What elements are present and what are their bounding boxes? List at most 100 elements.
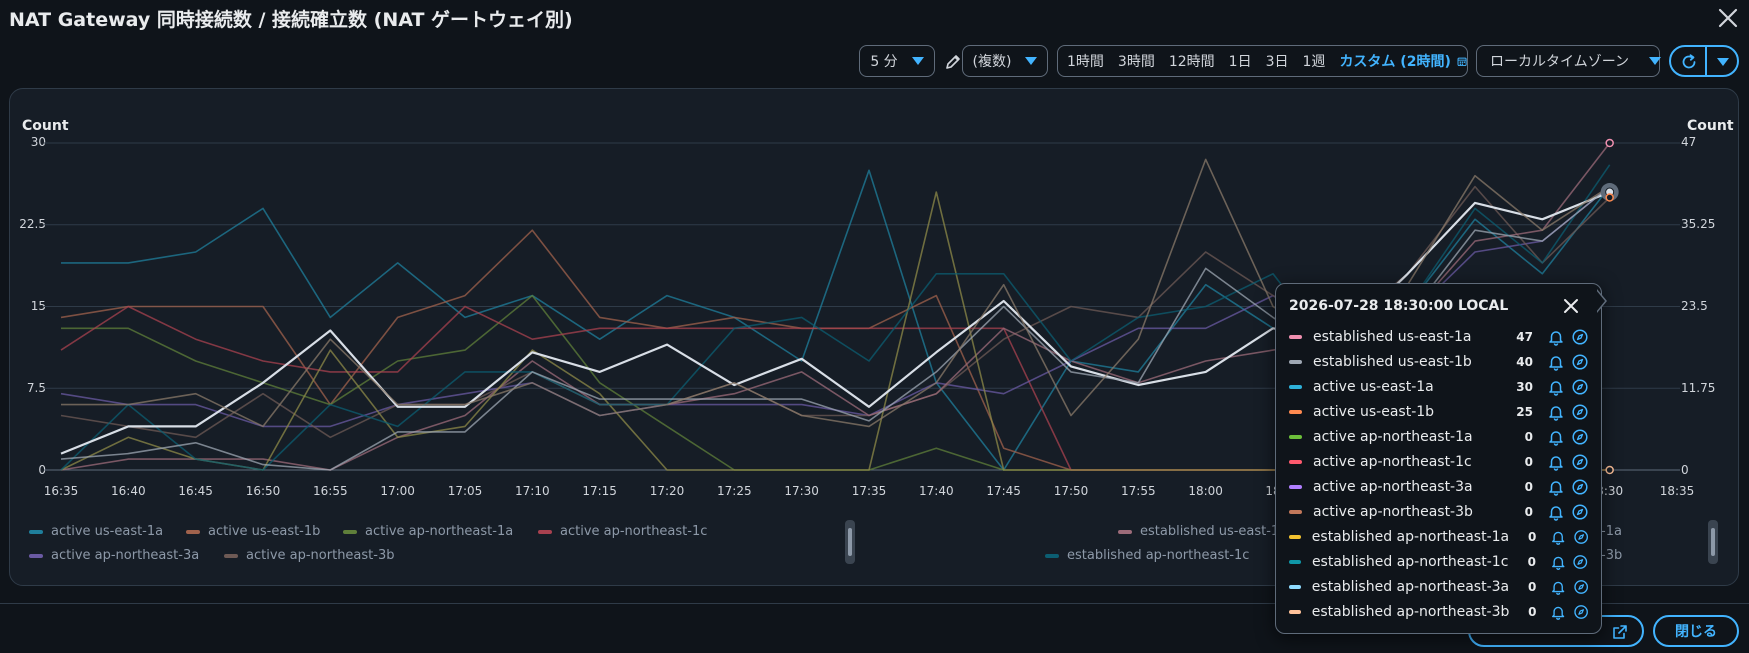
range-3d[interactable]: 3日 — [1265, 54, 1289, 70]
tooltip-row: established ap-northeast-1a 0 — [1289, 526, 1589, 548]
compass-icon[interactable] — [1571, 353, 1589, 371]
timezone-select[interactable]: ローカルタイムゾーン — [1476, 45, 1662, 77]
legend-swatch — [1045, 553, 1059, 558]
series-name: established ap-northeast-3b — [1311, 604, 1510, 620]
series-swatch — [1289, 560, 1301, 564]
legend-item[interactable]: established ap-northeast-1c — [1045, 548, 1249, 563]
y-tick-left: 15 — [30, 299, 46, 313]
series-value: 0 — [1524, 430, 1533, 444]
footer-divider — [0, 603, 1749, 604]
compass-icon[interactable] — [1572, 553, 1589, 571]
period-select[interactable]: 5 分 — [859, 45, 935, 77]
x-tick-label: 17:25 — [717, 484, 752, 498]
legend-item[interactable]: active us-east-1a — [29, 524, 163, 539]
close-icon[interactable] — [1714, 4, 1742, 32]
series-value: 25 — [1516, 405, 1533, 419]
range-1h[interactable]: 1時間 — [1067, 54, 1104, 70]
bell-icon[interactable] — [1547, 503, 1565, 521]
y-tick-right: 11.75 — [1681, 381, 1716, 395]
compass-icon[interactable] — [1571, 428, 1589, 446]
y-tick-left: 7.5 — [26, 381, 46, 395]
legend-swatch — [1118, 529, 1132, 534]
y-axis-left-title: Count — [22, 118, 69, 134]
series-value: 47 — [1516, 330, 1533, 344]
series-name: active us-east-1a — [1313, 379, 1434, 395]
bell-icon[interactable] — [1550, 578, 1566, 596]
x-tick-label: 8:30 — [1596, 484, 1624, 498]
tooltip-row: active ap-northeast-1c 0 — [1289, 451, 1589, 473]
time-range-group: 1時間 3時間 12時間 1日 3日 1週 カスタム (2時間) — [1057, 45, 1468, 77]
bell-icon[interactable] — [1547, 353, 1565, 371]
compass-icon[interactable] — [1573, 578, 1589, 596]
tooltip-arrow-inner — [1596, 290, 1605, 312]
compass-icon[interactable] — [1571, 478, 1589, 496]
legend-scroll-handle[interactable] — [845, 520, 855, 564]
bell-icon[interactable] — [1547, 403, 1565, 421]
y-tick-left: 22.5 — [19, 217, 46, 231]
tooltip-row: established us-east-1a 47 — [1289, 326, 1589, 348]
bell-icon[interactable] — [1547, 328, 1565, 346]
x-tick-label: 18:35 — [1659, 484, 1695, 498]
bell-icon[interactable] — [1547, 478, 1565, 496]
series-swatch — [1289, 535, 1301, 539]
bell-icon[interactable] — [1547, 428, 1565, 446]
range-custom[interactable]: カスタム (2時間) — [1339, 54, 1451, 70]
legend-item[interactable]: active ap-northeast-3b — [224, 548, 394, 563]
tooltip-row: active ap-northeast-3b 0 — [1289, 501, 1589, 523]
bell-icon[interactable] — [1550, 553, 1567, 571]
x-tick-label: 17:35 — [851, 484, 887, 498]
bell-icon[interactable] — [1550, 603, 1566, 621]
calendar-icon[interactable] — [1457, 54, 1467, 69]
range-1d[interactable]: 1日 — [1228, 54, 1252, 70]
x-tick-label: 17:55 — [1121, 484, 1156, 498]
legend-item[interactable]: active us-east-1b — [186, 524, 320, 539]
x-tick-label: 16:55 — [313, 484, 348, 498]
series-swatch — [1289, 335, 1302, 339]
close-icon[interactable] — [1560, 295, 1582, 317]
statistic-select[interactable]: (複数) — [962, 45, 1048, 77]
bell-icon[interactable] — [1547, 378, 1565, 396]
edit-icon[interactable] — [944, 53, 962, 71]
x-tick-label: 16:45 — [178, 484, 213, 498]
series-swatch — [1289, 360, 1302, 364]
compass-icon[interactable] — [1571, 328, 1589, 346]
legend-item[interactable]: active ap-northeast-1a — [343, 524, 513, 539]
series-value: 0 — [1527, 555, 1536, 569]
series-swatch — [1289, 510, 1302, 514]
statistic-value: (複数) — [972, 54, 1012, 70]
range-3h[interactable]: 3時間 — [1117, 54, 1155, 70]
series-name: established us-east-1b — [1313, 354, 1472, 370]
tooltip-row: active ap-northeast-1a 0 — [1289, 426, 1589, 448]
series-name: active ap-northeast-1a — [1313, 429, 1473, 445]
bell-icon[interactable] — [1547, 453, 1565, 471]
compass-icon[interactable] — [1571, 378, 1589, 396]
refresh-icon[interactable] — [1680, 53, 1698, 71]
chevron-down-icon[interactable] — [1717, 58, 1729, 66]
tooltip-row: established ap-northeast-3a 0 — [1289, 576, 1589, 598]
series-swatch — [1289, 435, 1302, 439]
x-tick-label: 17:40 — [919, 484, 954, 498]
series-swatch — [1289, 610, 1301, 614]
legend-item-partial[interactable]: -1a — [1601, 524, 1622, 539]
x-tick-label: 16:40 — [111, 484, 146, 498]
legend-swatch — [343, 529, 357, 534]
compass-icon[interactable] — [1571, 503, 1589, 521]
compass-icon[interactable] — [1571, 453, 1589, 471]
legend-item[interactable]: active ap-northeast-3a — [29, 548, 199, 563]
close-button[interactable]: 閉じる — [1653, 615, 1739, 647]
compass-icon[interactable] — [1573, 603, 1589, 621]
legend-item[interactable]: established us-east-1a — [1118, 524, 1287, 539]
series-name: active ap-northeast-1c — [1313, 454, 1472, 470]
range-1w[interactable]: 1週 — [1302, 54, 1326, 70]
legend-item-partial[interactable]: -3b — [1601, 548, 1623, 563]
compass-icon[interactable] — [1571, 403, 1589, 421]
series-name: established ap-northeast-1c — [1311, 554, 1509, 570]
series-value: 0 — [1524, 505, 1533, 519]
series-name: active us-east-1b — [1313, 404, 1435, 420]
series-swatch — [1289, 385, 1302, 389]
legend-scroll-handle[interactable] — [1708, 520, 1718, 564]
bell-icon[interactable] — [1550, 528, 1566, 546]
range-12h[interactable]: 12時間 — [1168, 54, 1215, 70]
legend-item[interactable]: active ap-northeast-1c — [538, 524, 707, 539]
compass-icon[interactable] — [1573, 528, 1589, 546]
